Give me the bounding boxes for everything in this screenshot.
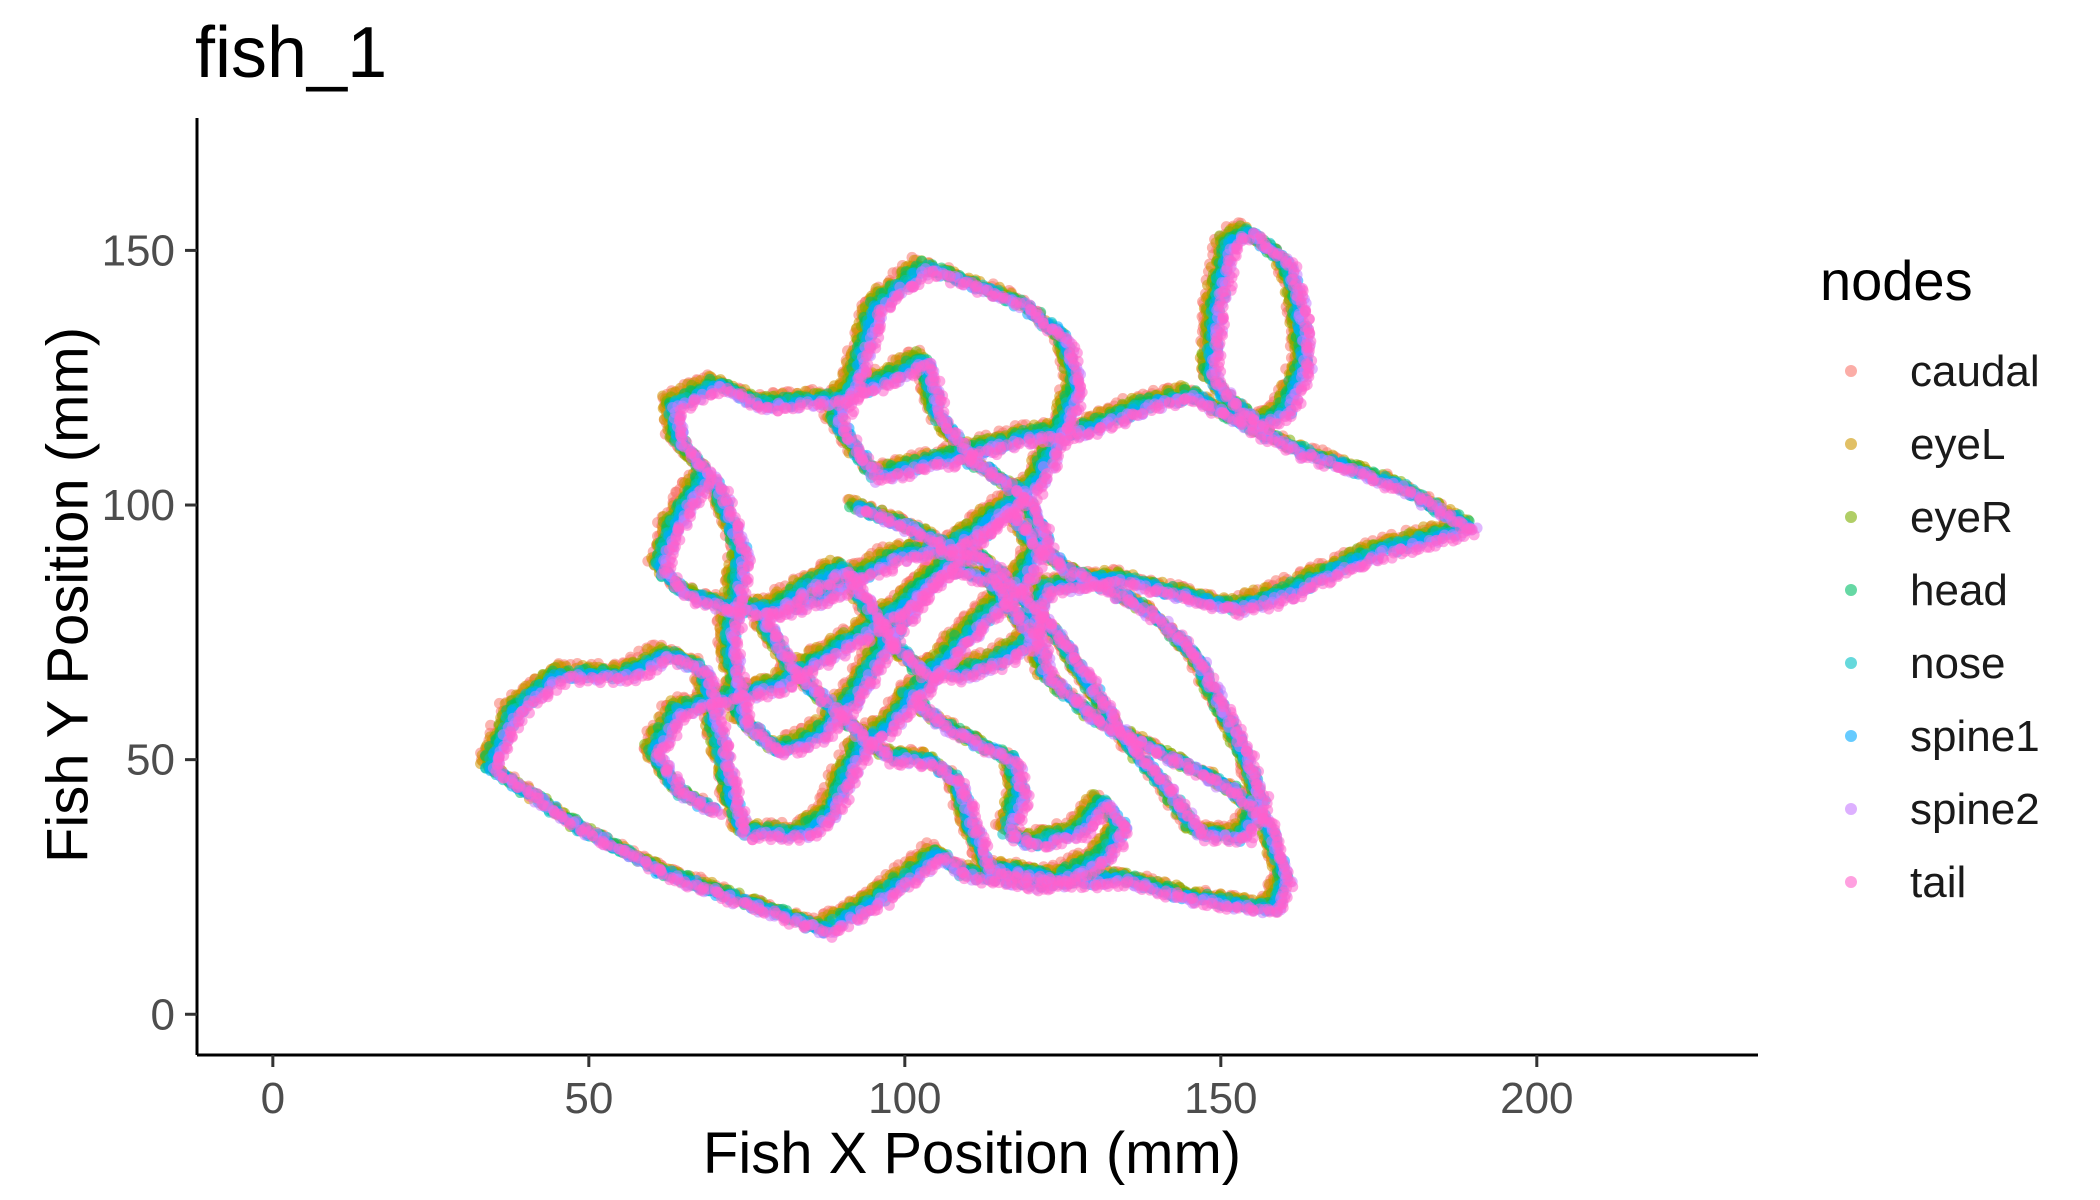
x-tick-label: 150 (1184, 1074, 1257, 1123)
x-tick-label: 100 (868, 1074, 941, 1123)
y-tick-label: 50 (126, 736, 175, 785)
chart-title: fish_1 (195, 13, 388, 93)
x-tick-label: 50 (564, 1074, 613, 1123)
y-tick-label: 150 (102, 226, 175, 275)
x-tick-label: 0 (261, 1074, 285, 1123)
y-tick-label: 100 (102, 481, 175, 530)
y-tick-label: 0 (151, 990, 175, 1039)
x-tick-label: 200 (1500, 1074, 1573, 1123)
